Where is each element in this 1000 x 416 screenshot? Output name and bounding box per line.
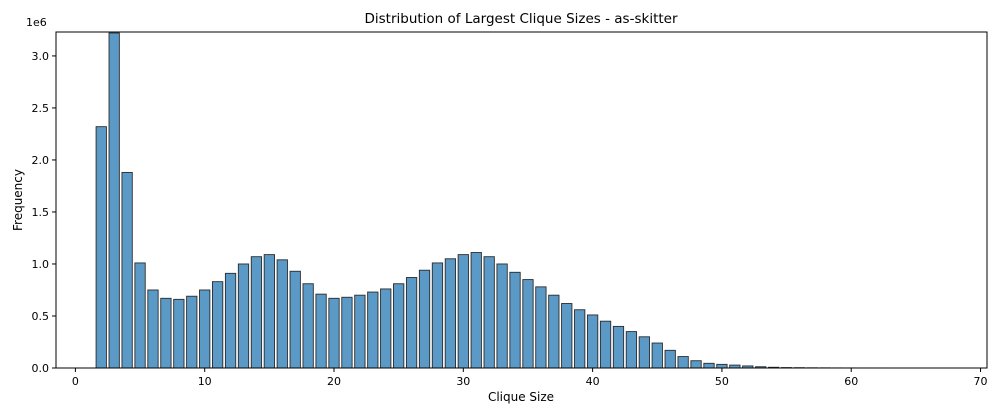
bar-3 bbox=[108, 32, 120, 369]
bar-9 bbox=[186, 295, 198, 369]
bar-40 bbox=[586, 314, 599, 369]
bar-18 bbox=[302, 283, 314, 369]
bar-45 bbox=[651, 342, 663, 369]
x-axis-label: Clique Size bbox=[488, 390, 554, 404]
bar-41 bbox=[599, 320, 612, 369]
bar-31 bbox=[470, 252, 482, 369]
bar-48 bbox=[690, 360, 702, 369]
x-tick-label-50: 50 bbox=[715, 375, 729, 388]
bar-17 bbox=[289, 270, 301, 369]
bar-33 bbox=[496, 263, 508, 369]
y-offset-label: 1e6 bbox=[26, 16, 47, 29]
bar-11 bbox=[212, 281, 224, 369]
bar-13 bbox=[237, 263, 250, 369]
bar-29 bbox=[444, 258, 457, 369]
bar-38 bbox=[561, 303, 573, 369]
x-tick-label-20: 20 bbox=[327, 375, 341, 388]
bar-43 bbox=[625, 331, 638, 369]
plot-frame bbox=[55, 31, 988, 369]
bar-30 bbox=[457, 254, 469, 369]
bar-28 bbox=[431, 262, 444, 369]
bars bbox=[95, 32, 948, 369]
bar-12 bbox=[224, 272, 237, 369]
y-tick-label-2: 1.0 bbox=[32, 258, 50, 271]
bar-36 bbox=[535, 286, 547, 369]
bar-8 bbox=[173, 298, 185, 369]
bar-2 bbox=[95, 126, 107, 369]
bar-6 bbox=[147, 289, 159, 369]
bar-7 bbox=[160, 297, 172, 369]
y-tick-label-4: 2.0 bbox=[32, 154, 50, 167]
chart-title: Distribution of Largest Clique Sizes - a… bbox=[364, 11, 677, 27]
y-tick-label-0: 0.0 bbox=[32, 362, 50, 375]
bar-44 bbox=[638, 336, 650, 369]
x-tick-label-60: 60 bbox=[844, 375, 858, 388]
bar-32 bbox=[483, 256, 495, 369]
bar-23 bbox=[367, 291, 379, 369]
bar-22 bbox=[354, 294, 366, 369]
x-tick-label-30: 30 bbox=[456, 375, 470, 388]
x-tick-label-70: 70 bbox=[974, 375, 988, 388]
bar-4 bbox=[121, 171, 133, 369]
x-tick-label-40: 40 bbox=[586, 375, 600, 388]
bar-39 bbox=[574, 309, 586, 369]
bar-27 bbox=[418, 269, 431, 369]
bar-49 bbox=[703, 362, 715, 369]
bar-47 bbox=[677, 356, 689, 369]
bar-35 bbox=[522, 279, 534, 369]
bar-19 bbox=[315, 293, 327, 369]
bar-14 bbox=[250, 256, 263, 369]
bar-24 bbox=[380, 288, 392, 369]
y-tick-label-5: 2.5 bbox=[32, 102, 50, 115]
x-tick-label-0: 0 bbox=[72, 375, 79, 388]
y-axis: 0.0 0.5 1.0 1.5 2.0 2.5 3.0 bbox=[32, 50, 56, 375]
bar-15 bbox=[263, 254, 275, 369]
bar-25 bbox=[393, 283, 405, 369]
y-tick-label-3: 1.5 bbox=[32, 206, 50, 219]
bar-20 bbox=[328, 297, 340, 369]
bar-21 bbox=[341, 296, 353, 369]
bar-37 bbox=[548, 294, 560, 369]
x-tick-label-10: 10 bbox=[198, 375, 212, 388]
y-tick-label-6: 3.0 bbox=[32, 50, 50, 63]
bar-16 bbox=[276, 259, 288, 369]
bar-26 bbox=[405, 277, 418, 369]
x-axis: 0 10 20 30 40 50 60 70 bbox=[72, 368, 988, 388]
bar-46 bbox=[664, 349, 676, 369]
y-tick-label-1: 0.5 bbox=[32, 310, 50, 323]
bar-42 bbox=[612, 325, 625, 369]
bar-10 bbox=[199, 289, 211, 369]
bar-34 bbox=[509, 271, 521, 369]
bar-5 bbox=[134, 262, 146, 369]
y-axis-label: Frequency bbox=[11, 169, 25, 231]
bar-50 bbox=[716, 363, 728, 369]
